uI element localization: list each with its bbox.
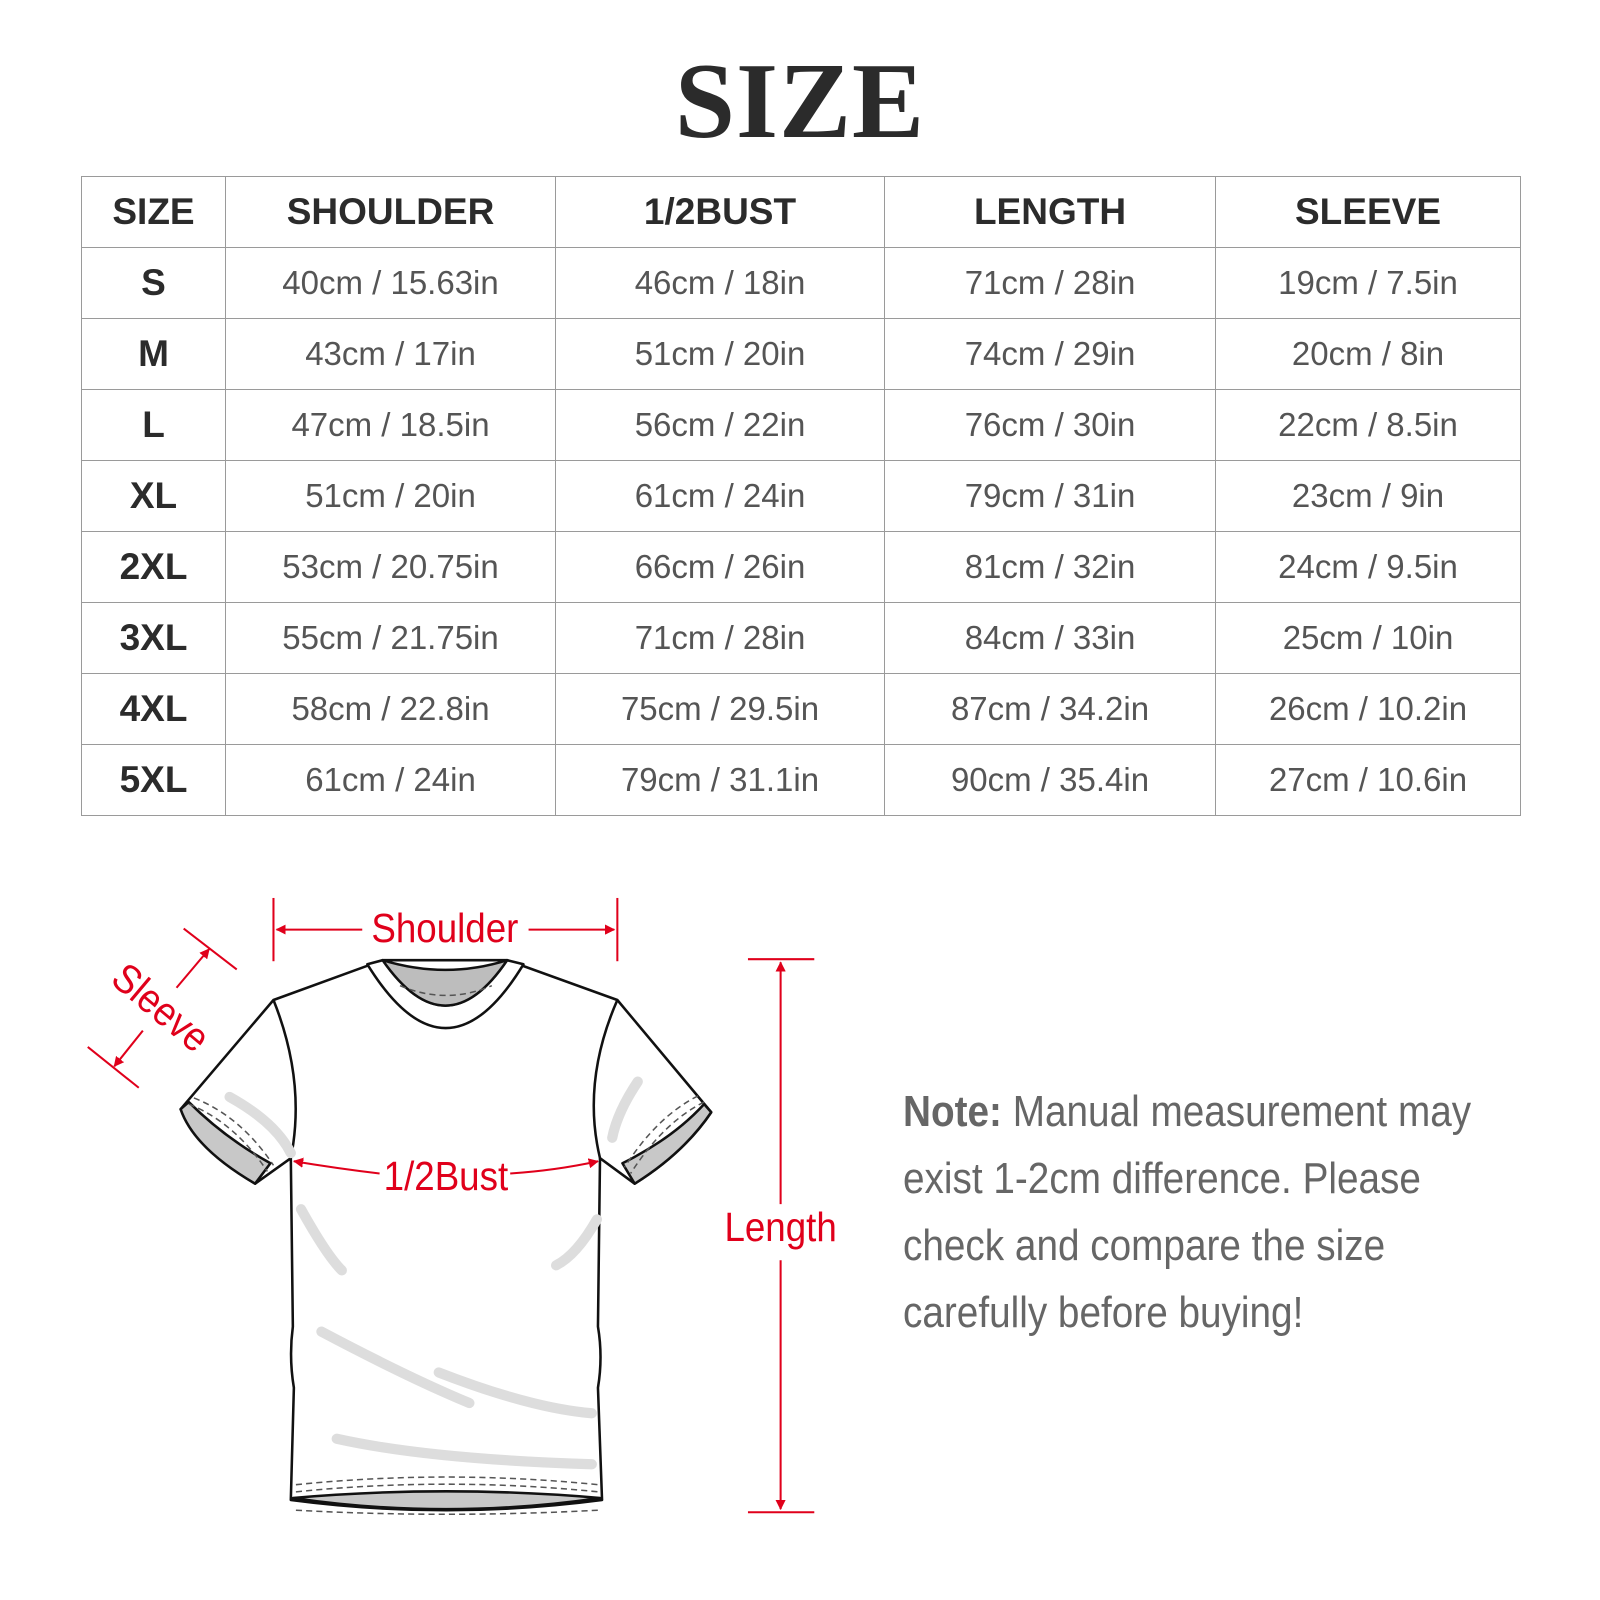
header-sleeve: SLEEVE [1215, 176, 1521, 248]
measurement-cell: 43cm / 17in [225, 318, 556, 390]
size-cell: L [81, 389, 226, 461]
measurement-cell: 61cm / 24in [555, 460, 885, 532]
note-line-3: check and compare the size [903, 1221, 1386, 1270]
size-cell: 3XL [81, 602, 226, 674]
measurement-cell: 90cm / 35.4in [884, 744, 1216, 816]
measurement-cell: 20cm / 8in [1215, 318, 1521, 390]
measurement-cell: 81cm / 32in [884, 531, 1216, 603]
measurement-cell: 58cm / 22.8in [225, 673, 556, 745]
sleeve-label: Sleeve [103, 955, 218, 1062]
measurement-cell: 76cm / 30in [884, 389, 1216, 461]
table-row: S 40cm / 15.63in 46cm / 18in 71cm / 28in 19c… [81, 247, 1521, 319]
table-row: 4XL 58cm / 22.8in 75cm / 29.5in 87cm / 34.2… [81, 673, 1521, 745]
size-cell: 5XL [81, 744, 226, 816]
measurement-cell: 74cm / 29in [884, 318, 1216, 390]
measurement-cell: 66cm / 26in [555, 531, 885, 603]
measurement-cell: 24cm / 9.5in [1215, 531, 1521, 603]
table-row: 3XL 55cm / 21.75in 71cm / 28in 84cm / 33in 2… [81, 602, 1521, 674]
measure-lines [87, 897, 815, 1514]
table-header-row: SIZE SHOULDER 1/2BUST LENGTH SLEEVE [81, 176, 1521, 248]
bust-label: 1/2Bust [384, 1154, 509, 1199]
table-row: L 47cm / 18.5in 56cm / 22in 76cm / 30in 22cm… [81, 389, 1521, 461]
measurement-cell: 51cm / 20in [225, 460, 556, 532]
measurement-cell: 26cm / 10.2in [1215, 673, 1521, 745]
measurement-cell: 27cm / 10.6in [1215, 744, 1521, 816]
table-row: 5XL 61cm / 24in 79cm / 31.1in 90cm / 35.4in… [81, 744, 1521, 816]
header-length: LENGTH [884, 176, 1216, 248]
measurement-cell: 19cm / 7.5in [1215, 247, 1521, 319]
note-line-1: Manual measurement may [1012, 1087, 1472, 1136]
shoulder-label: Shoulder [371, 906, 518, 951]
note-line-2: exist 1-2cm difference. Please [903, 1154, 1421, 1203]
header-bust: 1/2BUST [555, 176, 885, 248]
table-row: 2XL 53cm / 20.75in 66cm / 26in 81cm / 32in 2… [81, 531, 1521, 603]
measurement-cell: 84cm / 33in [884, 602, 1216, 674]
measurement-cell: 25cm / 10in [1215, 602, 1521, 674]
size-cell: XL [81, 460, 226, 532]
note-line-4: carefully before buying! [903, 1288, 1304, 1337]
measurement-cell: 55cm / 21.75in [225, 602, 556, 674]
measurement-cell: 40cm / 15.63in [225, 247, 556, 319]
table-row: M 43cm / 17in 51cm / 20in 74cm / 29in 20cm /… [81, 318, 1521, 390]
tshirt-icon [179, 958, 713, 1516]
measurement-cell: 53cm / 20.75in [225, 531, 556, 603]
measurement-cell: 61cm / 24in [225, 744, 556, 816]
measurement-cell: 79cm / 31.1in [555, 744, 885, 816]
table-row: XL 51cm / 20in 61cm / 24in 79cm / 31in 23cm … [81, 460, 1521, 532]
measurement-cell: 46cm / 18in [555, 247, 885, 319]
measurement-cell: 75cm / 29.5in [555, 673, 885, 745]
measurement-cell: 23cm / 9in [1215, 460, 1521, 532]
note-text: Note: Manual measurement may exist 1-2cm… [903, 1078, 1471, 1346]
length-label: Length [724, 1205, 836, 1250]
size-cell: 4XL [81, 673, 226, 745]
note-label: Note: [903, 1087, 1002, 1136]
measurement-cell: 71cm / 28in [884, 247, 1216, 319]
header-size: SIZE [81, 176, 226, 248]
measurement-cell: 56cm / 22in [555, 389, 885, 461]
page-title: SIZE [674, 42, 926, 161]
measurement-cell: 71cm / 28in [555, 602, 885, 674]
size-cell: M [81, 318, 226, 390]
size-cell: S [81, 247, 226, 319]
size-table: SIZE SHOULDER 1/2BUST LENGTH SLEEVE S 40c… [81, 176, 1521, 816]
measurement-cell: 22cm / 8.5in [1215, 389, 1521, 461]
